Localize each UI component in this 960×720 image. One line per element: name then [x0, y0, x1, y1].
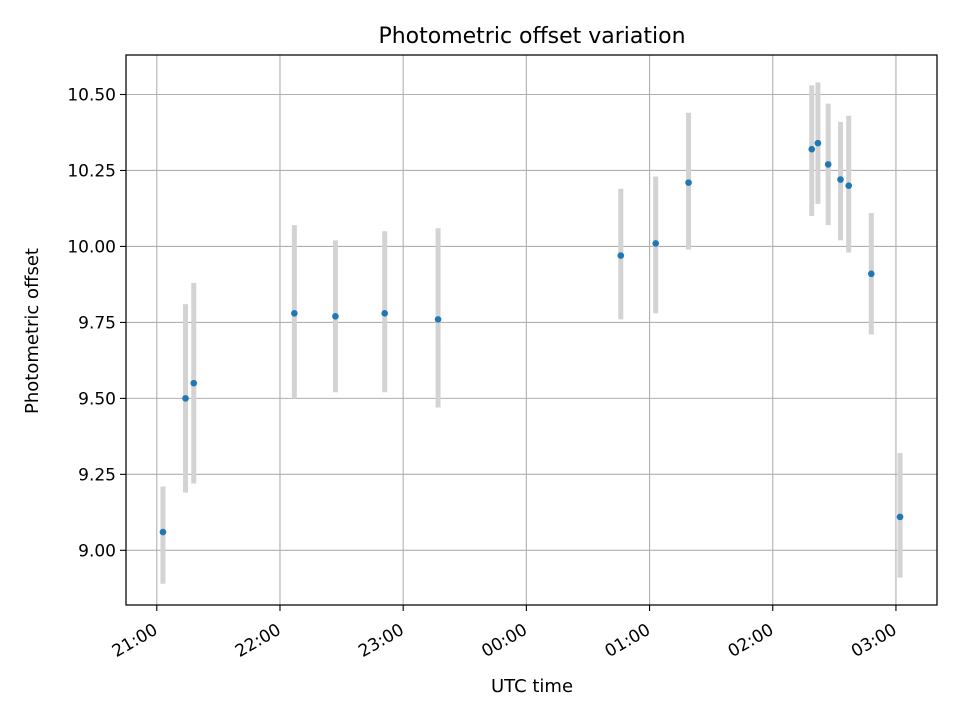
x-tick-label: 00:00: [478, 620, 530, 662]
y-tick-label: 10.00: [67, 237, 116, 257]
data-point: [867, 270, 875, 278]
x-tick-label: 21:00: [109, 620, 161, 662]
y-tick-label: 10.25: [67, 161, 116, 181]
grid: [126, 55, 937, 605]
data-point: [808, 145, 816, 153]
data-point: [190, 379, 198, 387]
y-axis: 9.00 9.25 9.50 9.75 10.00 10.25 10.50: [67, 86, 126, 561]
data-point: [617, 252, 625, 259]
data-point: [814, 139, 822, 147]
y-tick-label: 9.75: [78, 313, 116, 333]
x-axis-label: UTC time: [491, 676, 573, 697]
x-tick-label: 23:00: [355, 620, 407, 662]
y-tick-label: 9.25: [78, 465, 116, 485]
x-tick-label: 01:00: [602, 620, 654, 662]
x-tick-label: 22:00: [232, 620, 284, 662]
chart-title: Photometric offset variation: [378, 24, 685, 49]
error-bars: [160, 82, 903, 584]
data-point: [381, 309, 388, 317]
data-point: [159, 528, 167, 536]
data-points: [159, 139, 904, 536]
data-point: [896, 513, 904, 521]
x-tick-label: 03:00: [848, 620, 900, 662]
plot-frame: [125, 54, 938, 606]
data-point: [434, 316, 442, 323]
data-point: [652, 240, 660, 247]
data-point: [685, 179, 692, 186]
data-point: [845, 182, 853, 189]
x-tick-label: 02:00: [725, 620, 777, 662]
y-tick-label: 9.00: [78, 541, 116, 561]
data-point: [291, 309, 298, 317]
x-axis: 21:00 22:00 23:00 00:00 01:00 02:00 03:00: [109, 605, 900, 662]
data-point: [837, 176, 844, 183]
y-tick-label: 9.50: [78, 389, 116, 409]
y-axis-label: Photometric offset: [22, 248, 43, 414]
data-point: [824, 161, 832, 168]
y-tick-label: 10.50: [67, 86, 116, 106]
data-point: [332, 313, 339, 320]
data-point: [182, 395, 189, 402]
